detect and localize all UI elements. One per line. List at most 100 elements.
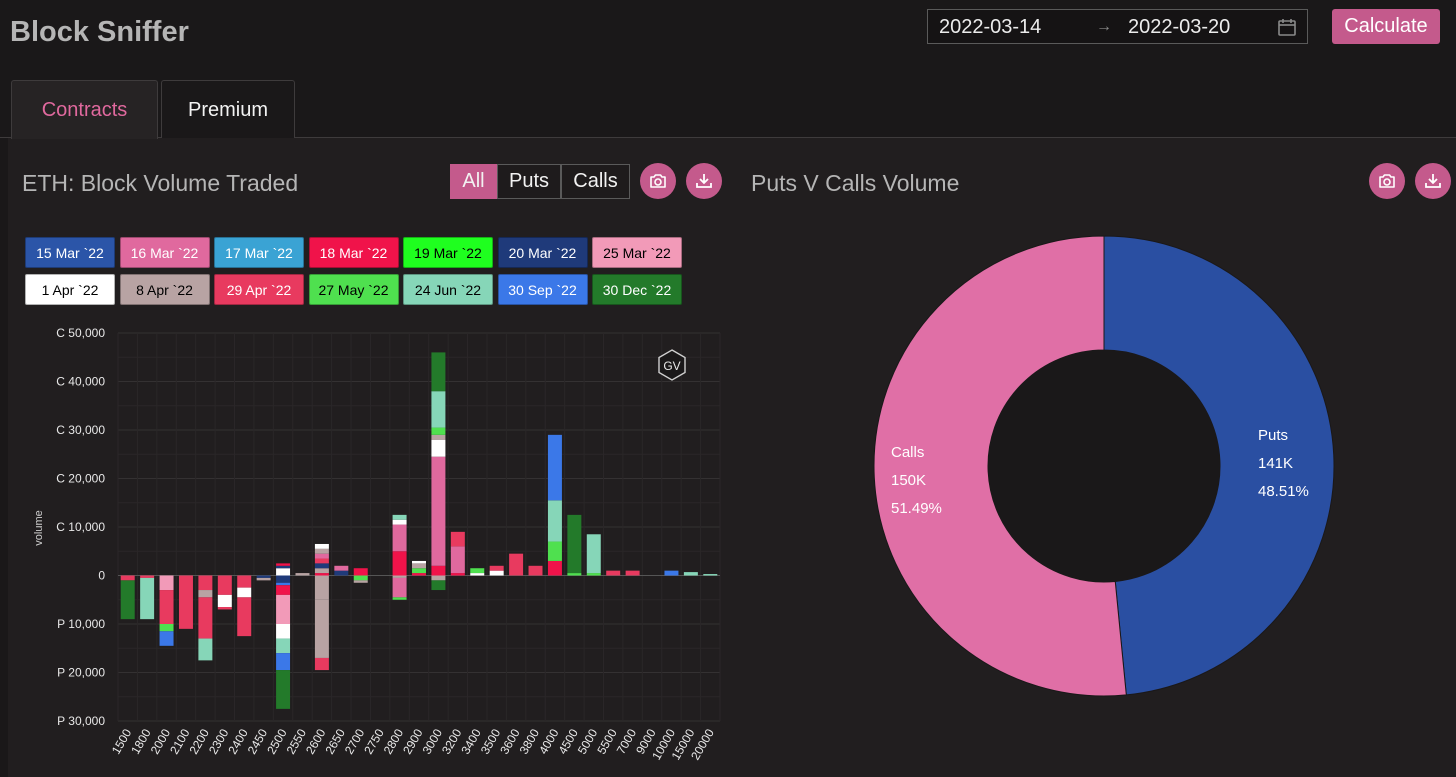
legend-item[interactable]: 24 Jun `22	[403, 274, 493, 305]
bar-segment	[159, 624, 174, 632]
bar-segment	[314, 599, 329, 658]
bar-segment	[431, 456, 446, 566]
bar-segment	[431, 575, 446, 581]
calendar-icon[interactable]	[1277, 17, 1297, 37]
range-arrow-icon: →	[1096, 18, 1112, 35]
bar-segment	[431, 391, 446, 428]
bar-segment	[276, 624, 291, 639]
bar-segment	[276, 582, 291, 586]
bar-segment	[547, 541, 562, 561]
legend-item[interactable]: 16 Mar `22	[119, 237, 210, 268]
bar-chart-title: ETH: Block Volume Traded	[22, 170, 299, 196]
bar-segment	[237, 597, 252, 637]
bar-segment	[450, 573, 465, 576]
y-axis-label: volume	[33, 510, 45, 545]
bar-segment	[412, 568, 426, 574]
legend-item[interactable]: 15 Mar `22	[25, 237, 115, 268]
bar-segment	[314, 575, 329, 600]
calculate-button[interactable]: Calculate	[1332, 9, 1440, 44]
download-icon	[1425, 174, 1441, 188]
bar-segment	[703, 574, 718, 576]
y-tick-label: C 10,000	[56, 520, 105, 534]
bar-segment	[392, 577, 407, 598]
end-date[interactable]: 2022-03-20	[1128, 16, 1231, 38]
bar-segment	[683, 572, 698, 576]
bar-segment	[217, 594, 232, 608]
bar-segment	[237, 575, 252, 588]
bar-segment	[470, 573, 485, 576]
bar-segment	[276, 568, 291, 576]
bar-screenshot-button[interactable]	[640, 163, 676, 199]
bar-segment	[528, 565, 543, 576]
date-range-picker[interactable]: 2022-03-14 → 2022-03-20	[927, 9, 1308, 44]
pie-screenshot-button[interactable]	[1369, 163, 1405, 199]
bar-segment	[314, 548, 329, 554]
y-tick-label: P 20,000	[57, 666, 105, 680]
bar-segment	[198, 638, 213, 661]
pie-download-button[interactable]	[1415, 163, 1451, 199]
bar-segment	[392, 514, 407, 520]
tab-premium[interactable]: Premium	[161, 80, 295, 138]
legend-item[interactable]: 25 Mar `22	[592, 237, 682, 268]
pie-label-value-text: 150K	[891, 472, 927, 489]
bar-segment	[198, 597, 213, 639]
bar-segment	[664, 570, 679, 576]
bar-segment	[353, 568, 368, 576]
pie-label-percent-text: 51.49%	[891, 500, 942, 517]
tab-contracts[interactable]: Contracts	[11, 80, 158, 139]
bar-segment	[120, 580, 135, 620]
pie-label-puts: Puts 141K 48.51%	[1258, 422, 1309, 506]
bar-segment	[431, 434, 446, 440]
legend-item[interactable]: 29 Apr `22	[214, 274, 304, 305]
bar-segment	[178, 575, 193, 629]
bar-segment	[314, 573, 329, 576]
bar-segment	[295, 573, 310, 576]
bar-segment	[567, 514, 582, 574]
start-date[interactable]: 2022-03-14	[939, 16, 1042, 38]
legend-item[interactable]: 18 Mar `22	[308, 237, 399, 268]
bar-segment	[159, 575, 174, 591]
legend-item[interactable]: 17 Mar `22	[214, 237, 304, 268]
watermark-text: GV	[663, 359, 680, 373]
bar-segment	[392, 575, 407, 578]
filter-calls-button[interactable]: Calls	[561, 164, 630, 199]
legend-item[interactable]: 19 Mar `22	[403, 237, 493, 268]
legend-item[interactable]: 30 Sep `22	[497, 274, 588, 305]
filter-puts-button[interactable]: Puts	[497, 164, 561, 199]
bar-segment	[392, 551, 407, 576]
legend-item[interactable]: 1 Apr `22	[25, 274, 115, 305]
pie-label-value-text: 141K	[1258, 455, 1294, 472]
y-tick-label: C 40,000	[56, 375, 105, 389]
y-tick-label: 0	[98, 569, 105, 583]
bar-segment	[140, 575, 155, 578]
bar-segment	[217, 575, 232, 595]
pie-label-label: Calls	[891, 444, 925, 461]
legend-item[interactable]: 27 May `22	[308, 274, 399, 305]
y-tick-label: P 10,000	[57, 617, 105, 631]
camera-icon	[1379, 174, 1395, 188]
donut-hole	[988, 350, 1220, 582]
bar-segment	[314, 568, 329, 574]
bar-segment	[547, 500, 562, 542]
bar-segment	[334, 570, 349, 576]
y-tick-label: P 30,000	[57, 714, 105, 728]
bar-segment	[314, 558, 329, 564]
bar-segment	[586, 534, 601, 574]
bar-segment	[314, 657, 329, 671]
legend-item[interactable]: 20 Mar `22	[497, 237, 588, 268]
bar-segment	[412, 560, 426, 564]
bar-download-button[interactable]	[686, 163, 722, 199]
legend-item[interactable]: 8 Apr `22	[119, 274, 210, 305]
bar-segment	[334, 565, 349, 571]
bar-segment	[450, 546, 465, 574]
bar-segment	[547, 560, 562, 576]
bar-segment	[276, 563, 291, 566]
bar-segment	[509, 553, 524, 576]
bar-segment	[547, 434, 562, 501]
y-tick-label: C 20,000	[56, 472, 105, 486]
filter-all-button[interactable]: All	[450, 164, 497, 199]
legend-item[interactable]: 30 Dec `22	[592, 274, 682, 305]
bar-segment	[586, 573, 601, 576]
bar-segment	[276, 575, 291, 583]
